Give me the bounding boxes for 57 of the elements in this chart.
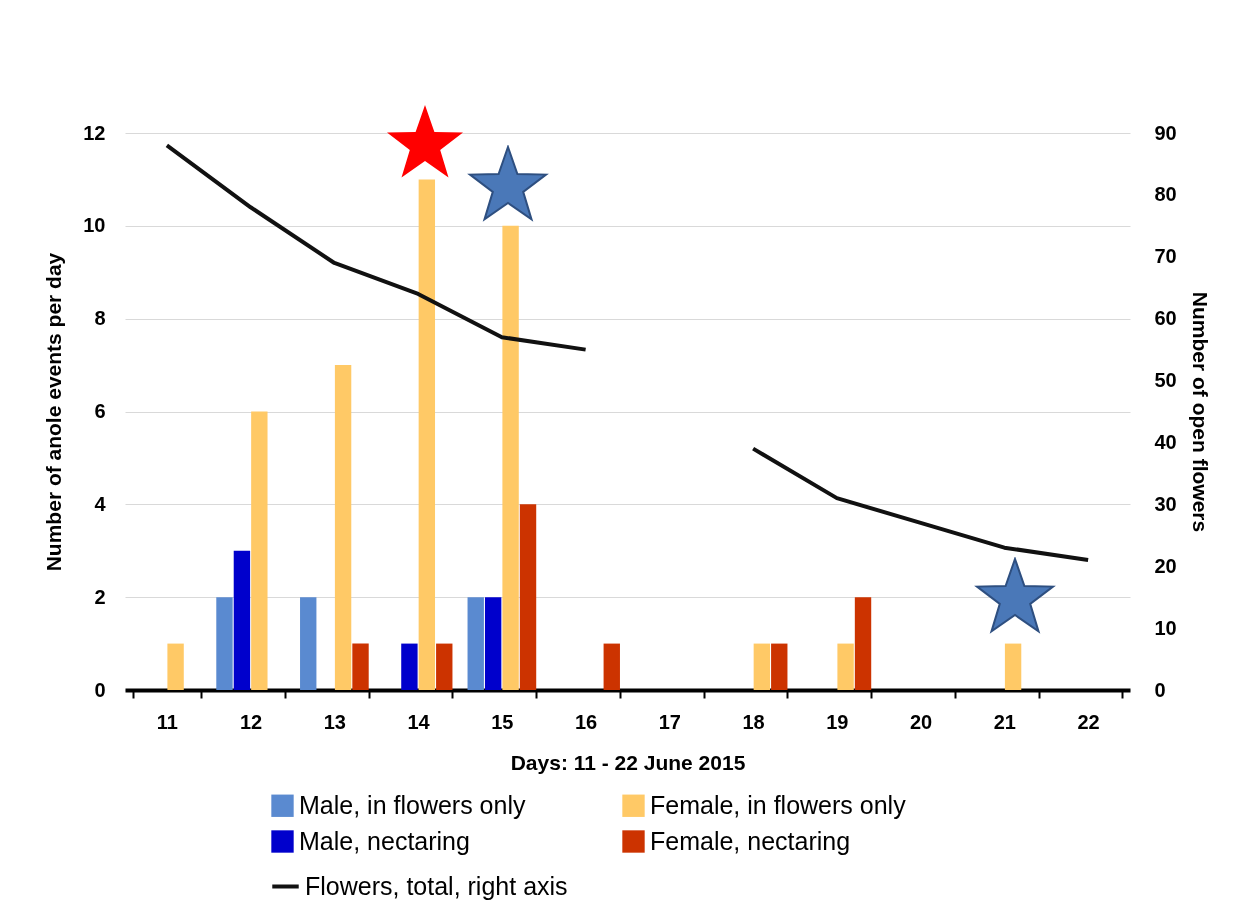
bar [167,643,184,690]
bar [352,643,369,690]
bar [1004,643,1022,690]
bar [603,643,620,690]
y2-axis-title: Number of open flowers [1188,291,1212,533]
x-tick-label: 17 [658,710,681,733]
bar [418,179,436,690]
legend-label: Female, nectaring [650,826,851,855]
bar [251,411,268,690]
bar [334,365,352,690]
x-tick-label: 12 [240,710,263,733]
x-tick-label: 20 [910,710,933,733]
y2-tick-label: 50 [1154,369,1177,392]
legend-label: Male, nectaring [299,826,470,855]
y-tick-label: 10 [83,214,106,237]
y-tick-label: 2 [94,585,106,608]
y2-tick-label: 10 [1154,616,1177,639]
y2-tick-label: 0 [1154,678,1166,701]
x-tick-label: 18 [742,710,765,733]
x-tick-label: 13 [323,710,346,733]
y2-tick-label: 80 [1154,183,1177,206]
y-tick-label: 12 [83,121,106,144]
bar [771,643,788,690]
legend-label: Female, in flowers only [650,790,907,819]
bar [753,643,771,690]
y2-tick-label: 60 [1154,307,1177,330]
bar [484,597,502,690]
legend-label: Male, in flowers only [299,790,526,819]
y-tick-label: 8 [94,307,106,330]
bar [837,643,854,690]
x-axis-title: Days: 11 - 22 June 2015 [510,750,746,774]
y2-tick-label: 20 [1154,554,1177,577]
x-tick-label: 22 [1077,710,1100,733]
bar [216,597,233,690]
y2-tick-label: 70 [1154,245,1177,268]
x-tick-label: 15 [491,710,514,733]
x-tick-label: 16 [575,710,598,733]
y-tick-label: 6 [94,400,106,422]
y-tick-label: 0 [94,678,106,701]
bar [401,643,418,690]
bar [854,597,872,690]
y2-tick-label: 30 [1154,492,1177,515]
bar [502,225,519,690]
bar [519,504,537,690]
x-tick-label: 19 [826,710,849,733]
legend-label: Flowers, total, right axis [305,871,568,900]
bar [467,597,484,690]
x-tick-label: 14 [407,710,431,733]
y-tick-label: 4 [94,492,107,515]
x-tick-label: 21 [993,710,1016,733]
bar [233,550,251,690]
y-axis-title: Number of anole events per day [42,252,66,572]
y2-tick-label: 40 [1154,430,1177,453]
x-tick-label: 11 [156,710,178,733]
bar [300,597,317,690]
y2-tick-label: 90 [1154,121,1177,144]
bar [436,643,453,690]
